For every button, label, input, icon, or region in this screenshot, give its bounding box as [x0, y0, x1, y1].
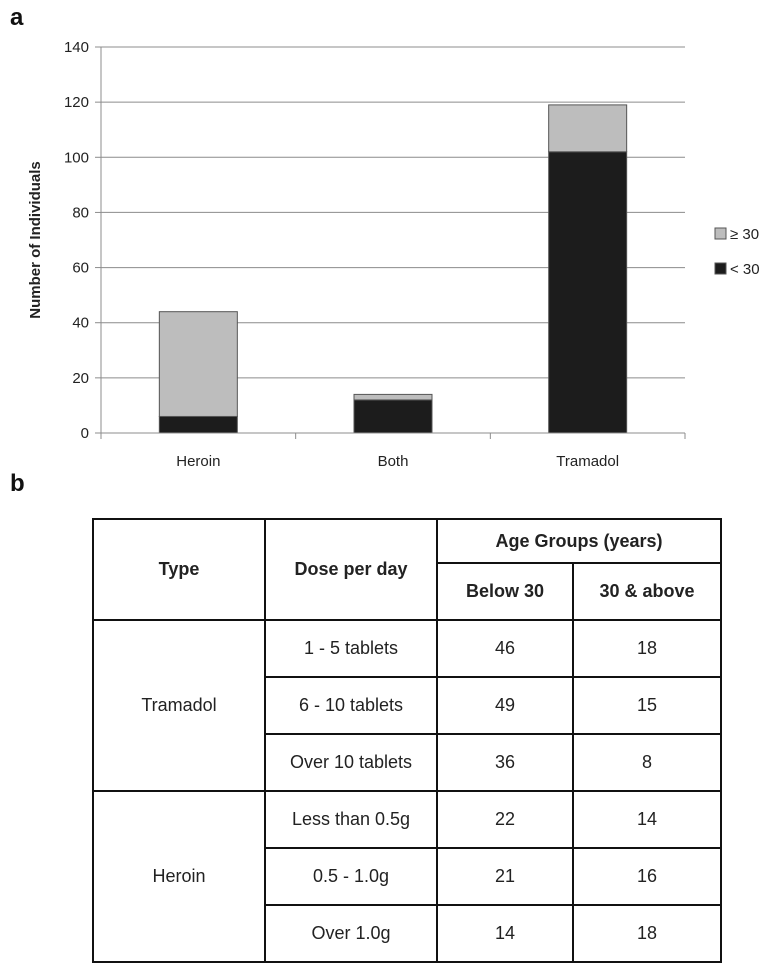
below-30-cell: 36	[436, 733, 574, 792]
x-tick-label: Tramadol	[556, 453, 619, 470]
legend: ≥ 30 < 30	[714, 226, 760, 278]
30-above-cell: 8	[571, 733, 723, 792]
stacked-bar-chart: 0 20 40 60 80 100 120 140 Heroin Both Tramadol ≥ 3…	[27, 39, 760, 470]
below-30-cell: 22	[436, 790, 574, 849]
type-cell: Tramadol	[92, 619, 266, 792]
x-tick-label: Heroin	[176, 453, 220, 470]
header-dose: Dose per day	[264, 518, 438, 621]
y-tick-label: 40	[72, 315, 89, 332]
bar-segment	[548, 151, 628, 434]
table-row: Over 10 tablets 36 8	[93, 733, 723, 792]
dose-cell: Over 1.0g	[264, 904, 438, 963]
dose-cell: 1 - 5 tablets	[264, 619, 438, 678]
x-tick-label: Both	[378, 453, 409, 470]
30-above-cell: 16	[571, 847, 723, 906]
dose-cell: 6 - 10 tablets	[264, 676, 438, 735]
bars	[158, 104, 628, 434]
30-above-cell: 18	[571, 619, 723, 678]
y-tick-label: 100	[64, 149, 89, 166]
table-row: Tramadol 1 - 5 tablets 46 18	[92, 619, 723, 792]
header-30-above: 30 & above	[571, 562, 723, 621]
below-30-cell: 21	[436, 847, 574, 906]
table-row: Heroin Less than 0.5g 22 14	[92, 790, 723, 963]
dose-cell: 0.5 - 1.0g	[264, 847, 438, 906]
axes: 0 20 40 60 80 100 120 140 Heroin Both Tramadol	[64, 39, 686, 470]
dose-table: Type Dose per day Age Groups (years) Bel…	[92, 518, 723, 963]
legend-label: < 30	[730, 261, 760, 278]
30-above-cell: 14	[571, 790, 723, 849]
bar-segment	[158, 311, 238, 417]
below-30-cell: 46	[436, 619, 574, 678]
bar-segment	[353, 393, 433, 401]
legend-swatch	[714, 227, 727, 240]
dose-cell: Over 10 tablets	[264, 733, 438, 792]
below-30-cell: 49	[436, 676, 574, 735]
table-row: 6 - 10 tablets 49 15	[93, 676, 723, 735]
y-tick-label: 80	[72, 204, 89, 221]
header-below-30: Below 30	[436, 562, 574, 621]
bar-segment	[353, 399, 433, 434]
table-row: 0.5 - 1.0g 21 16	[93, 847, 723, 906]
panel-label-a: a	[10, 4, 24, 31]
bar-segment	[158, 415, 238, 434]
30-above-cell: 18	[571, 904, 723, 963]
y-tick-label: 20	[72, 370, 89, 387]
type-cell: Heroin	[92, 790, 266, 963]
y-tick-label: 0	[81, 425, 89, 442]
bar-segment	[548, 104, 628, 153]
y-tick-label: 60	[72, 260, 89, 277]
header-type: Type	[92, 518, 266, 621]
table-row: Over 1.0g 14 18	[93, 904, 723, 963]
y-axis-title: Number of Individuals	[27, 161, 44, 319]
legend-swatch	[714, 262, 727, 275]
30-above-cell: 15	[571, 676, 723, 735]
y-tick-label: 140	[64, 39, 89, 56]
header-age-groups: Age Groups (years)	[435, 518, 723, 564]
panel-label-b: b	[10, 470, 25, 497]
y-tick-label: 120	[64, 94, 89, 111]
dose-cell: Less than 0.5g	[264, 790, 438, 849]
legend-label: ≥ 30	[730, 226, 759, 243]
below-30-cell: 14	[436, 904, 574, 963]
